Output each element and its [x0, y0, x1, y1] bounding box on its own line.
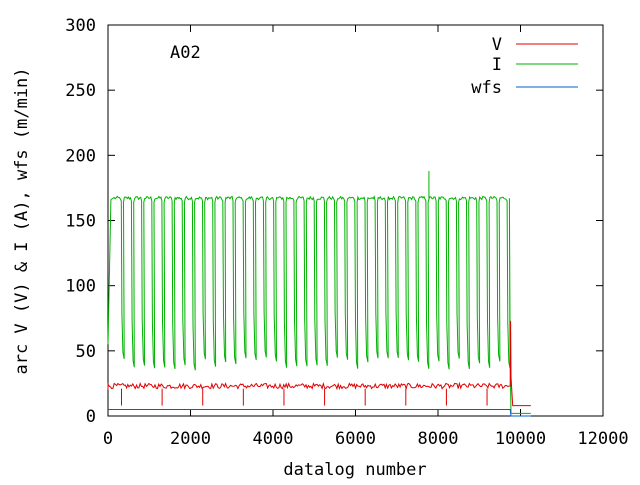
y-tick-label: 0 — [86, 407, 96, 427]
y-tick-label: 100 — [65, 277, 96, 297]
y-tick-label: 50 — [76, 342, 96, 362]
series-layer — [107, 170, 531, 417]
x-tick-label: 4000 — [253, 429, 294, 449]
legend-label: wfs — [471, 78, 502, 98]
x-tick-label: 6000 — [335, 429, 376, 449]
y-axis-label: arc V (V) & I (A), wfs (m/min) — [12, 67, 32, 374]
series-line-v — [107, 320, 531, 407]
y-tick-label: 250 — [65, 81, 96, 101]
series-line-wfs — [108, 409, 531, 417]
axis-ticks: 0 2000 4000 6000 8000 10000 12000 0 50 100 150 200 2… — [65, 16, 628, 449]
legend-label: V — [492, 35, 502, 55]
x-tick-label: 8000 — [418, 429, 459, 449]
chart-annotation: A02 — [170, 43, 201, 63]
y-tick-label: 300 — [65, 16, 96, 36]
x-tick-label: 10000 — [495, 429, 546, 449]
x-tick-label: 2000 — [170, 429, 211, 449]
x-axis-label: datalog number — [283, 460, 426, 480]
legend-label: I — [492, 55, 502, 75]
x-tick-label: 0 — [103, 429, 113, 449]
y-tick-label: 200 — [65, 146, 96, 166]
y-tick-label: 150 — [65, 212, 96, 232]
x-tick-label: 12000 — [577, 429, 628, 449]
series-line-i — [107, 195, 531, 414]
